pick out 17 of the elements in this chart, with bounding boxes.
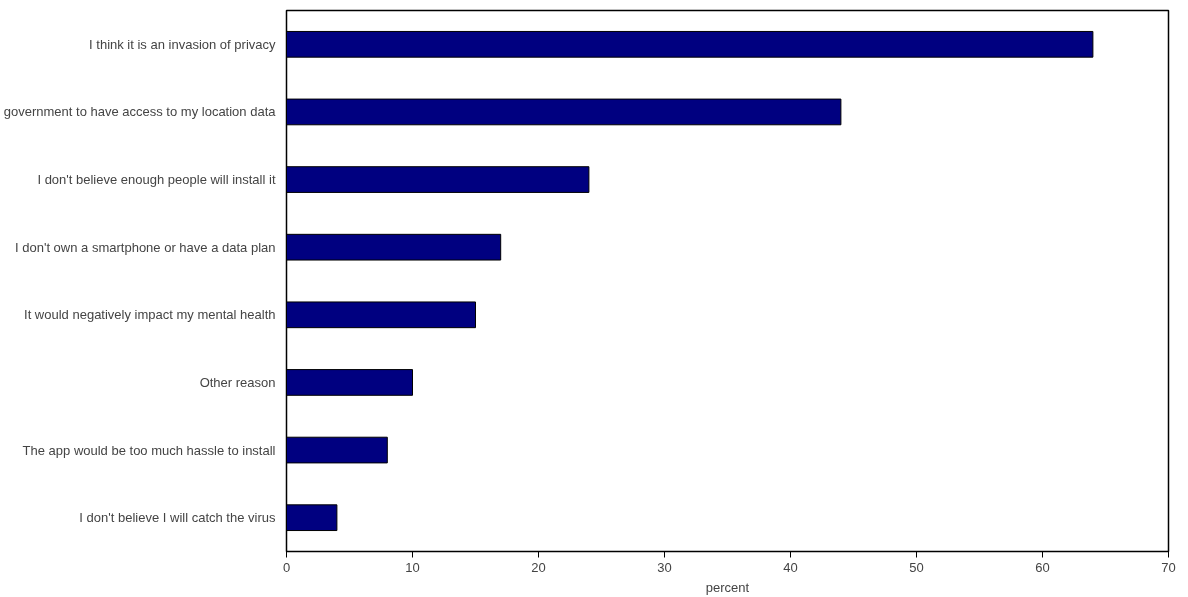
- x-tick-label: 60: [1035, 559, 1050, 575]
- x-tick-label: 70: [1161, 559, 1176, 575]
- y-tick-label: I don't own a smartphone or have a data plan: [15, 239, 276, 255]
- y-tick-label: government to have access to my location data: [3, 104, 277, 120]
- y-tick-label: The app would be too much hassle to install: [22, 442, 276, 458]
- x-tick-label: 50: [909, 559, 924, 575]
- y-tick-label: I don't believe enough people will install it: [37, 172, 276, 188]
- y-tick-label: I think it is an invasion of privacy: [89, 36, 276, 52]
- x-tick-label: 20: [531, 559, 546, 575]
- x-tick-label: 0: [282, 559, 291, 575]
- x-tick-label: 10: [405, 559, 420, 575]
- x-tick-label: 30: [657, 559, 672, 575]
- y-tick-label: It would negatively impact my mental health: [24, 307, 276, 323]
- x-axis-title: percent: [705, 579, 750, 595]
- y-tick-label: Other reason: [199, 374, 276, 390]
- x-tick-label: 40: [783, 559, 798, 575]
- y-tick-label: I don't believe I will catch the virus: [79, 510, 276, 526]
